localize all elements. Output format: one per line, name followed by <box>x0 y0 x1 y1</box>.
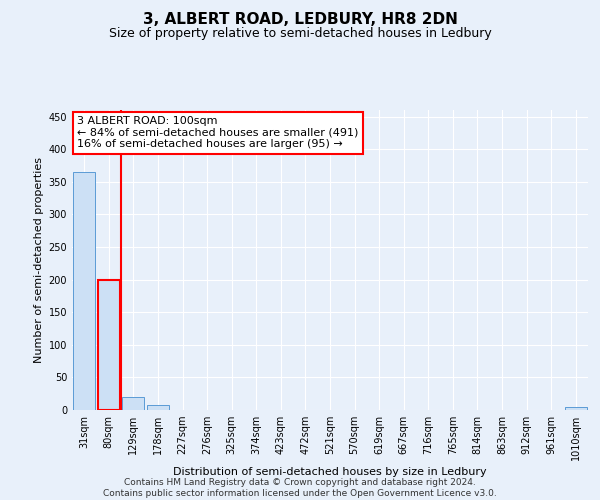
X-axis label: Distribution of semi-detached houses by size in Ledbury: Distribution of semi-detached houses by … <box>173 467 487 477</box>
Bar <box>98 280 120 410</box>
Bar <box>147 406 169 410</box>
Text: Size of property relative to semi-detached houses in Ledbury: Size of property relative to semi-detach… <box>109 28 491 40</box>
Bar <box>73 172 95 410</box>
Bar <box>565 406 587 410</box>
Y-axis label: Number of semi-detached properties: Number of semi-detached properties <box>34 157 44 363</box>
Bar <box>122 397 145 410</box>
Text: 3, ALBERT ROAD, LEDBURY, HR8 2DN: 3, ALBERT ROAD, LEDBURY, HR8 2DN <box>143 12 457 28</box>
Text: Contains HM Land Registry data © Crown copyright and database right 2024.
Contai: Contains HM Land Registry data © Crown c… <box>103 478 497 498</box>
Text: 3 ALBERT ROAD: 100sqm
← 84% of semi-detached houses are smaller (491)
16% of sem: 3 ALBERT ROAD: 100sqm ← 84% of semi-deta… <box>77 116 359 149</box>
